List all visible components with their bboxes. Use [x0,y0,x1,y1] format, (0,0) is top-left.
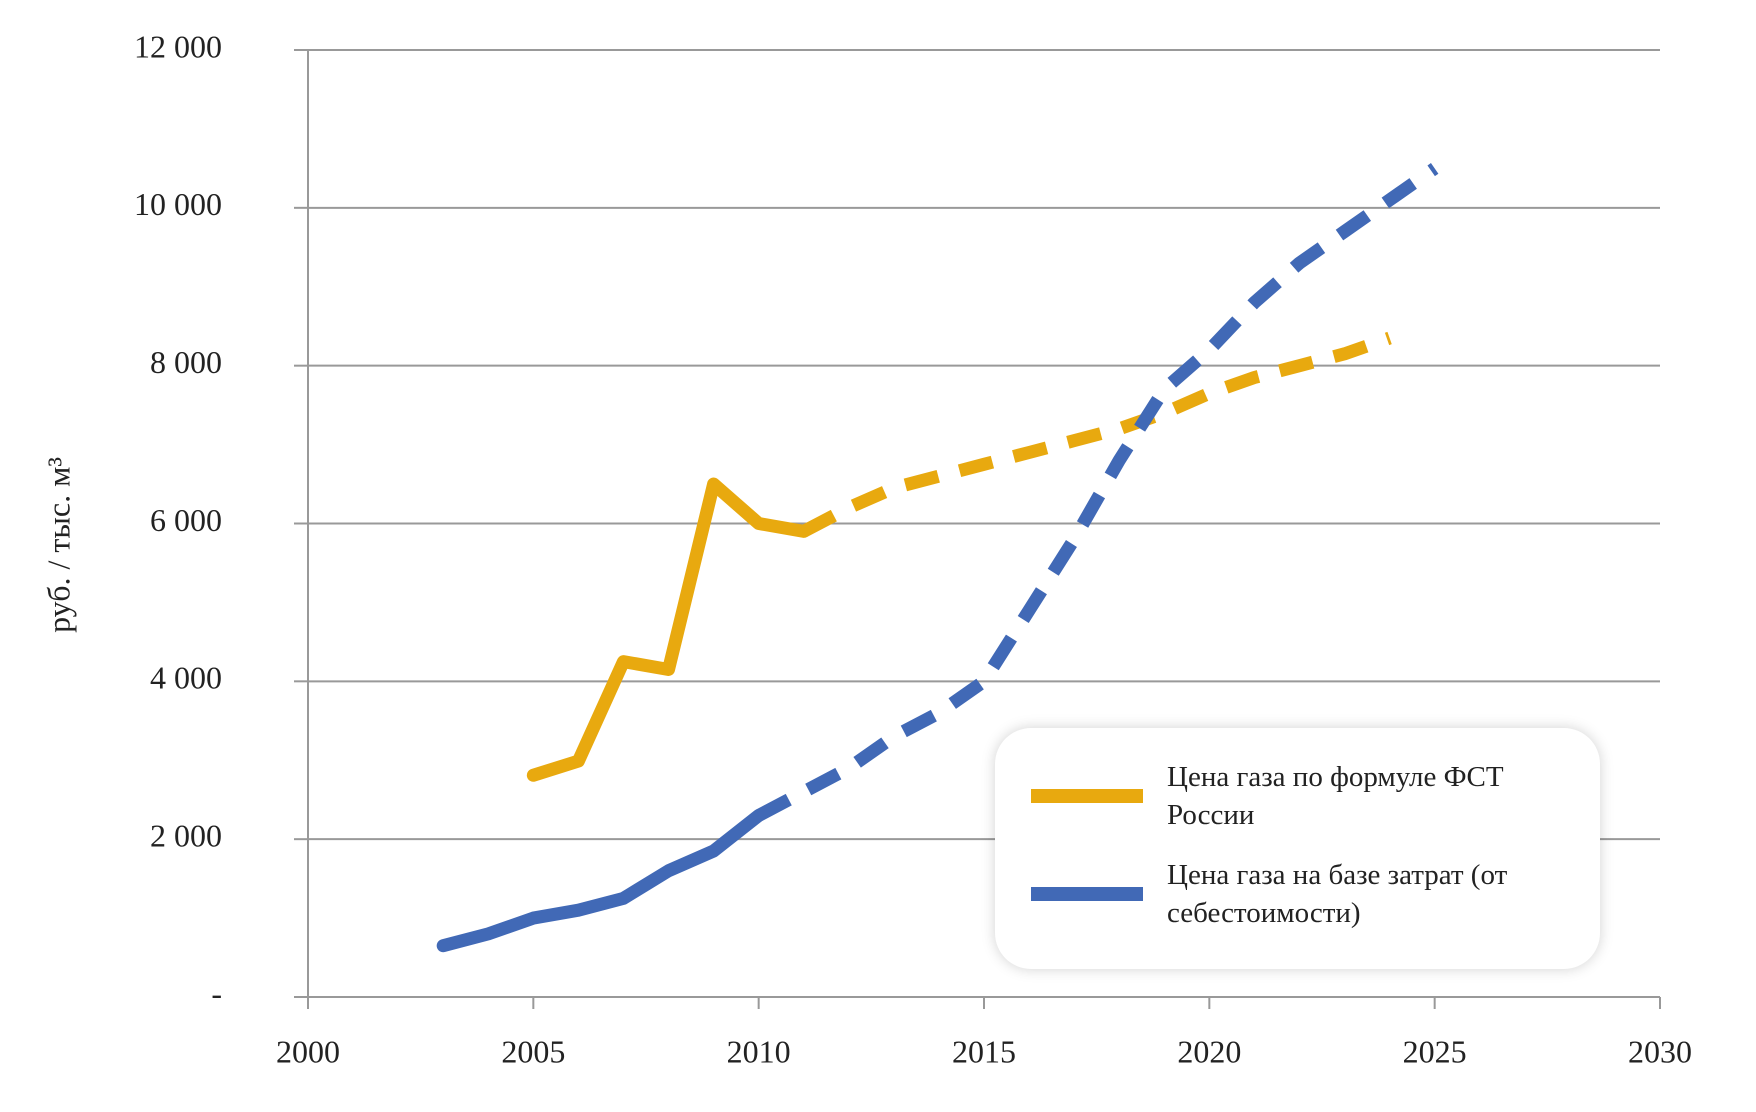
y-tick-label: - [211,975,222,1011]
y-tick-label: 10 000 [134,186,222,222]
series-line [800,331,1392,538]
x-tick-label: 2015 [952,1033,1016,1069]
x-tick-label: 2025 [1403,1033,1467,1069]
legend: Цена газа по формуле ФСТ России Цена газа… [995,728,1600,969]
y-tick-label: 6 000 [150,502,222,538]
legend-label: Цена газа по формуле ФСТ России [1167,761,1504,831]
series-line [755,163,1439,822]
legend-swatch [1031,887,1143,901]
legend-swatch [1031,789,1143,803]
y-tick-label: 2 000 [150,818,222,854]
x-tick-label: 2005 [501,1033,565,1069]
x-tick-label: 2030 [1628,1033,1692,1069]
legend-label: Цена газа на базе затрат (от себестоимос… [1167,859,1508,929]
series-line [436,808,766,953]
x-tick-label: 2020 [1177,1033,1241,1069]
y-axis-label: руб. / тыс. м³ [40,457,76,633]
series-line [526,477,811,782]
x-tick-label: 2000 [276,1033,340,1069]
legend-item: Цена газа на базе затрат (от себестоимос… [1031,856,1580,932]
legend-item: Цена газа по формуле ФСТ России [1031,758,1580,834]
y-tick-label: 4 000 [150,660,222,696]
y-tick-label: 8 000 [150,344,222,380]
x-tick-label: 2010 [727,1033,791,1069]
y-tick-label: 12 000 [134,28,222,64]
